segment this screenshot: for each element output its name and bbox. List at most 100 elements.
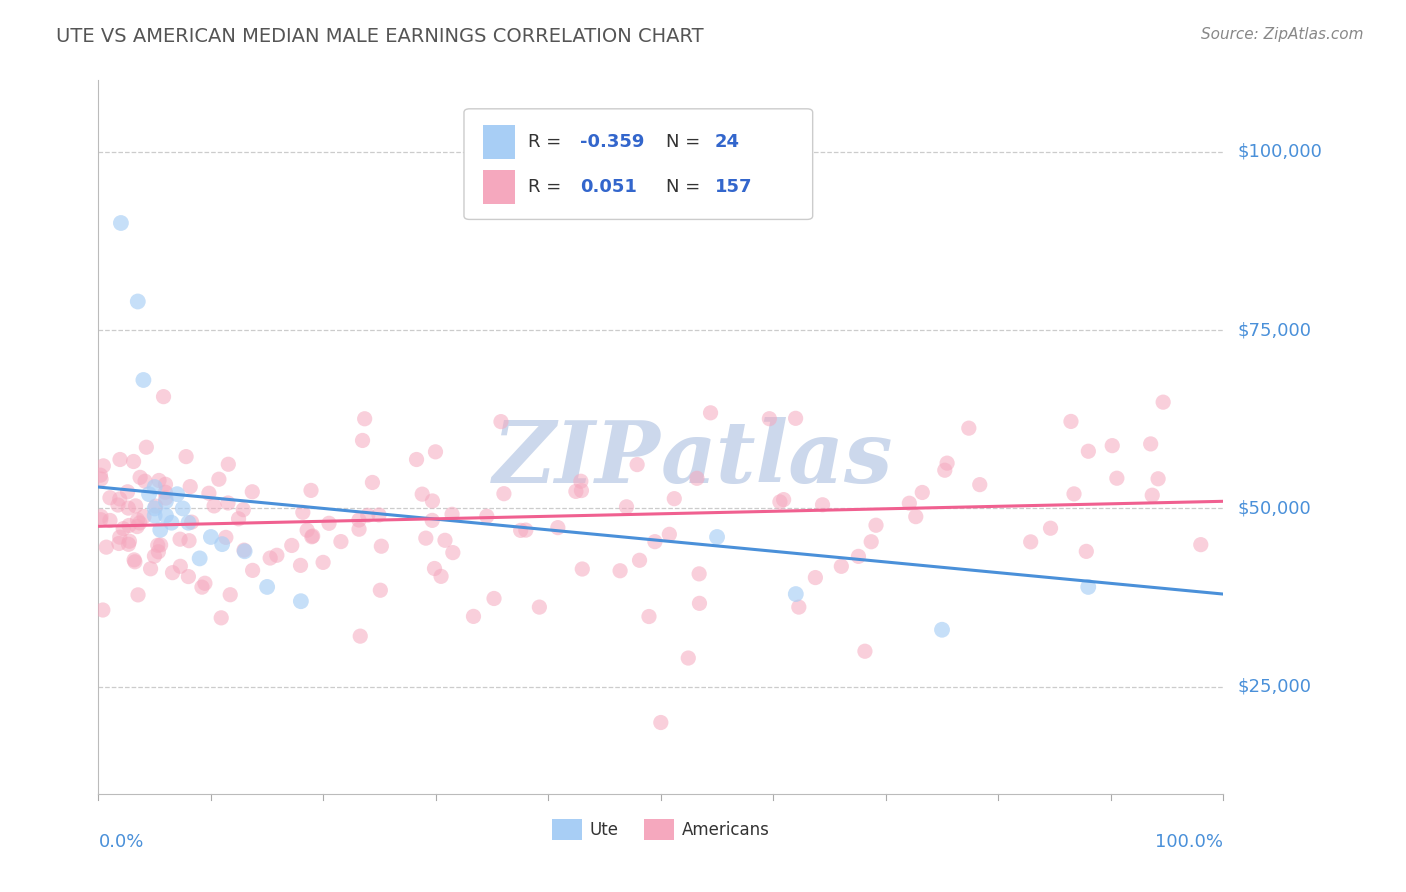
Text: UTE VS AMERICAN MEDIAN MALE EARNINGS CORRELATION CHART: UTE VS AMERICAN MEDIAN MALE EARNINGS COR… bbox=[56, 27, 704, 45]
Point bbox=[124, 499, 146, 513]
Point bbox=[430, 569, 453, 583]
Point bbox=[1076, 544, 1098, 558]
Point bbox=[112, 522, 135, 536]
Point bbox=[853, 644, 876, 658]
Point bbox=[1147, 472, 1170, 486]
Point bbox=[118, 518, 141, 533]
Point bbox=[699, 406, 721, 420]
Text: -0.359: -0.359 bbox=[579, 134, 644, 152]
Point bbox=[830, 559, 852, 574]
Point bbox=[370, 583, 392, 598]
Point bbox=[509, 524, 531, 538]
Point bbox=[217, 496, 239, 510]
Point bbox=[148, 545, 170, 559]
Point bbox=[804, 571, 827, 585]
Point bbox=[405, 452, 427, 467]
Bar bbox=[484, 125, 515, 160]
Point bbox=[422, 494, 444, 508]
Point bbox=[1189, 538, 1212, 552]
Point bbox=[329, 534, 352, 549]
Point bbox=[349, 629, 371, 643]
Text: R =: R = bbox=[529, 178, 567, 196]
Point bbox=[132, 509, 155, 524]
Point bbox=[162, 566, 184, 580]
Point bbox=[433, 533, 456, 548]
Point bbox=[898, 496, 921, 510]
Point bbox=[233, 543, 256, 558]
Text: atlas: atlas bbox=[661, 417, 893, 500]
Text: 24: 24 bbox=[714, 134, 740, 152]
Point bbox=[160, 516, 183, 530]
Point bbox=[122, 553, 145, 567]
Point bbox=[772, 492, 794, 507]
Point bbox=[256, 580, 278, 594]
Text: 100.0%: 100.0% bbox=[1156, 833, 1223, 851]
Point bbox=[1019, 534, 1042, 549]
Point bbox=[135, 440, 157, 454]
Point bbox=[969, 477, 991, 491]
Point bbox=[934, 463, 956, 477]
Point bbox=[208, 472, 231, 486]
Point bbox=[482, 591, 505, 606]
Point bbox=[90, 509, 112, 524]
Point bbox=[1152, 395, 1174, 409]
Point bbox=[787, 600, 810, 615]
Point bbox=[904, 509, 927, 524]
Text: ZIP: ZIP bbox=[494, 417, 661, 500]
Point bbox=[352, 434, 374, 448]
Point bbox=[89, 468, 111, 483]
Point bbox=[107, 498, 129, 512]
Text: 0.0%: 0.0% bbox=[98, 833, 143, 851]
Text: 157: 157 bbox=[714, 178, 752, 196]
Point bbox=[1077, 444, 1099, 458]
Point bbox=[1063, 487, 1085, 501]
Point bbox=[411, 487, 433, 501]
Point bbox=[848, 549, 870, 564]
Point bbox=[211, 537, 233, 551]
Point bbox=[155, 485, 177, 500]
Text: Source: ZipAtlas.com: Source: ZipAtlas.com bbox=[1201, 27, 1364, 42]
Point bbox=[688, 566, 710, 581]
Point bbox=[242, 563, 264, 577]
Point bbox=[98, 513, 121, 527]
Point bbox=[138, 487, 160, 501]
Point bbox=[706, 530, 728, 544]
Point bbox=[209, 611, 232, 625]
Point bbox=[155, 494, 177, 508]
Point bbox=[198, 486, 221, 500]
Point bbox=[127, 294, 149, 309]
Text: 0.051: 0.051 bbox=[579, 178, 637, 196]
Point bbox=[169, 532, 191, 546]
Point bbox=[191, 580, 214, 594]
Point bbox=[370, 539, 392, 553]
Point bbox=[143, 549, 166, 563]
Point bbox=[441, 508, 464, 522]
Point bbox=[155, 477, 177, 491]
Point bbox=[129, 470, 152, 484]
Point bbox=[1101, 439, 1123, 453]
Point bbox=[172, 501, 194, 516]
Point bbox=[347, 522, 370, 536]
Point bbox=[644, 534, 666, 549]
Point bbox=[148, 474, 170, 488]
Point bbox=[143, 508, 166, 523]
Point bbox=[188, 551, 211, 566]
Point bbox=[678, 651, 700, 665]
Point bbox=[143, 480, 166, 494]
Point bbox=[1142, 488, 1164, 502]
Point bbox=[425, 445, 447, 459]
Point bbox=[143, 501, 166, 516]
Point bbox=[127, 513, 149, 527]
Point bbox=[1060, 414, 1083, 428]
Point bbox=[98, 491, 121, 505]
Point bbox=[936, 456, 959, 470]
Point bbox=[177, 569, 200, 583]
Point bbox=[571, 483, 593, 498]
Point bbox=[180, 515, 202, 529]
Point bbox=[169, 559, 191, 574]
Point bbox=[281, 538, 304, 552]
Point bbox=[489, 415, 512, 429]
Point bbox=[194, 576, 217, 591]
Point bbox=[259, 551, 281, 566]
Point bbox=[638, 609, 661, 624]
